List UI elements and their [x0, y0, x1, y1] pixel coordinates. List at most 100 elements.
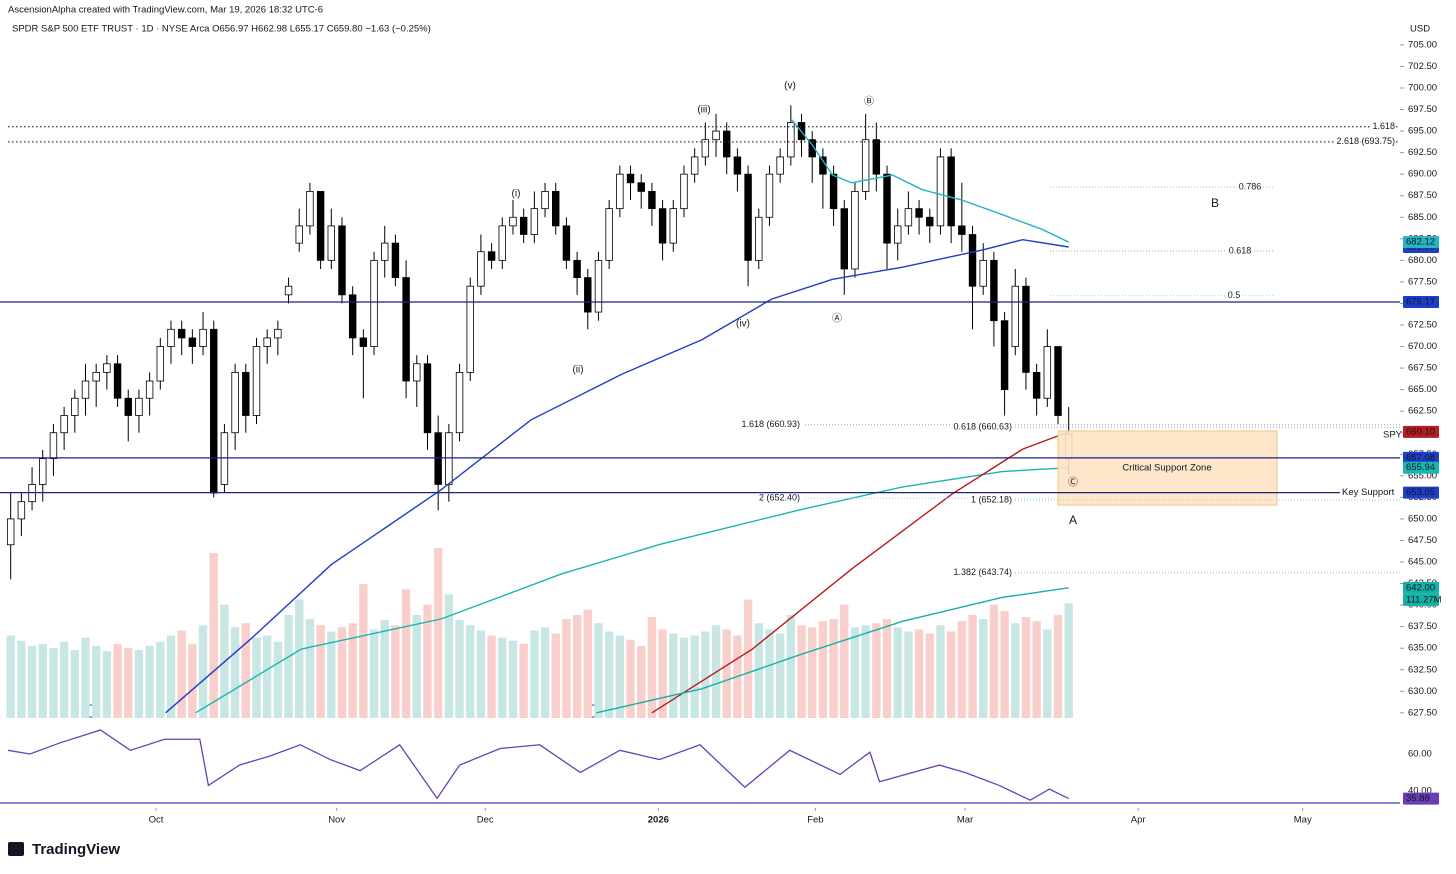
volume-bar [989, 604, 999, 718]
volume-bar [305, 619, 315, 718]
volume-bar [380, 620, 389, 718]
volume-bar [263, 635, 272, 718]
volume-bar [540, 627, 550, 718]
volume-bar [17, 640, 26, 718]
volume-bar [1000, 610, 1009, 718]
candle-body [210, 328, 218, 494]
moving-average [195, 467, 1069, 714]
price-label: 111.27M [1406, 594, 1442, 605]
volume-bar [690, 635, 699, 718]
wave-label: Ⓑ [864, 96, 874, 108]
candle-body [402, 277, 410, 382]
volume-bar [840, 604, 849, 718]
candle-body [552, 191, 560, 227]
wave-label: (i) [512, 189, 521, 200]
fib-label: 1 (652.18) [971, 494, 1012, 504]
volume-bar [743, 599, 753, 718]
y-tick-label: 700.00 [1408, 83, 1437, 94]
y-tick-label: 670.00 [1408, 341, 1437, 352]
y-tick-label: 627.50 [1408, 707, 1437, 718]
candle-body [391, 242, 400, 278]
volume-bar [701, 631, 710, 718]
fib-label: 2 (652.40) [759, 493, 800, 503]
candle-body [562, 225, 571, 261]
candle-body [39, 458, 47, 485]
volume-bar [1064, 603, 1073, 718]
volume-bar [797, 625, 806, 718]
candle-body [829, 173, 838, 210]
volume-bar [946, 631, 956, 718]
candle-body [124, 397, 132, 416]
volume-bar [113, 643, 122, 718]
y-tick-label: 680.00 [1408, 255, 1437, 266]
volume-bar [979, 619, 988, 718]
volume-bar [466, 625, 475, 718]
candle-body [199, 328, 207, 347]
volume-bar [348, 623, 357, 718]
candle-body [252, 346, 261, 416]
candle-body [605, 208, 613, 261]
volume-bar [1053, 614, 1063, 718]
volume-bar [882, 619, 892, 718]
candle-body [284, 285, 293, 296]
candle-body [1022, 285, 1030, 373]
candle-body [316, 191, 325, 261]
volume-bar [284, 614, 293, 718]
price-label-bg [1403, 486, 1439, 499]
candle-body [904, 208, 913, 227]
volume-bar [775, 633, 785, 718]
volume-bar [156, 641, 165, 718]
candle-body [915, 208, 923, 218]
candle-body [167, 328, 175, 347]
volume-bar [455, 620, 464, 718]
candle-body [60, 415, 68, 434]
volume-bar [1011, 623, 1020, 718]
volume-bar [337, 627, 347, 718]
volume-bar [936, 625, 945, 718]
y-tick-label: 655.00 [1408, 470, 1437, 481]
volume-bar [198, 625, 208, 718]
volume-bar [850, 627, 860, 718]
volume-bar [626, 639, 635, 718]
price-label: 660.10 [1406, 426, 1435, 437]
candle-body [177, 328, 186, 339]
candle-body [872, 139, 881, 175]
candle-body [851, 191, 859, 270]
volume-bar [81, 637, 90, 718]
volume-bar [252, 637, 261, 718]
fib-label: 1.382 (643.74) [953, 567, 1012, 577]
candle-body [274, 328, 282, 339]
rsi-tick-label: 40.00 [1408, 785, 1432, 796]
volume-bar [519, 643, 528, 718]
candle-body [979, 259, 987, 287]
price-label: 35.88 [1406, 793, 1430, 804]
candle-body [658, 208, 667, 244]
candle-body [733, 156, 742, 175]
price-label-bg [1403, 593, 1439, 606]
candle-body [893, 225, 902, 244]
candle-body [113, 363, 122, 399]
y-tick-label: 692.50 [1408, 147, 1437, 158]
candle-body [17, 501, 26, 520]
candle-body [348, 294, 357, 339]
volume-bar [498, 637, 507, 718]
volume-bar [434, 548, 443, 718]
chart-title: SPDR S&P 500 ETF TRUST · 1D · NYSE Arca … [12, 24, 431, 35]
candle-body [936, 156, 945, 227]
volume-bar [893, 627, 902, 718]
volume-bar [754, 623, 763, 718]
candle-body [990, 259, 998, 322]
volume-bar [658, 629, 667, 718]
wave-label: (iv) [736, 319, 750, 330]
candle-body [49, 432, 58, 459]
y-tick-label: 645.00 [1408, 557, 1437, 568]
volume-bar [818, 621, 828, 718]
candle-body [263, 337, 271, 347]
candle-body [530, 208, 539, 235]
volume-bar [808, 627, 817, 718]
wave-label: Ⓒ [1068, 477, 1078, 489]
y-tick-label: 697.50 [1408, 104, 1437, 115]
y-tick-label: 687.50 [1408, 190, 1437, 201]
wave-label: A [1069, 513, 1077, 527]
